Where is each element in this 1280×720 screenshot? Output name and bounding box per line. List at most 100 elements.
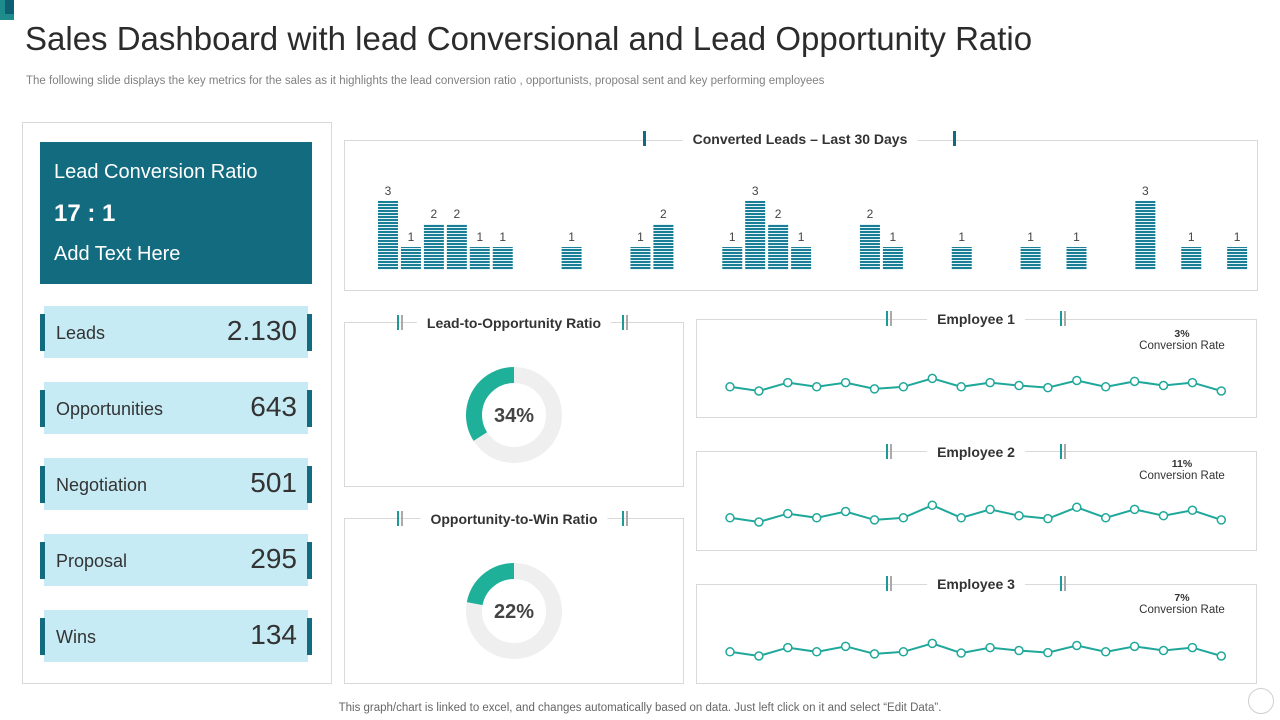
converted-leads-title: Converted Leads – Last 30 Days <box>682 131 918 147</box>
point-11 <box>1014 645 1024 656</box>
employee-2-panel <box>696 451 1257 551</box>
point-17 <box>1187 505 1198 515</box>
bar-label-5: 1 <box>476 230 483 244</box>
point-12 <box>1043 382 1053 393</box>
converted-leads-chart: 3 1 2 2 1 1 1 1 2 1 3 2 1 2 1 1 1 1 3 1 1 <box>378 184 1248 270</box>
metric-value: 501 <box>250 467 297 498</box>
bar-label-2: 1 <box>408 230 415 244</box>
point-3 <box>783 508 793 519</box>
slide-nav-button[interactable] <box>1248 688 1274 714</box>
employee-3-rate-label: Conversion Rate <box>1139 604 1225 616</box>
point-8 <box>927 373 938 384</box>
bar-9 <box>561 247 582 270</box>
point-14 <box>1100 513 1111 523</box>
lead-conversion-value: 17 : 1 <box>54 200 116 227</box>
metric-value: 2.130 <box>226 315 297 346</box>
bar-label-16: 1 <box>729 230 736 244</box>
point-9 <box>956 513 966 523</box>
opportunity-win-donut: 22% <box>466 563 562 659</box>
point-14 <box>1100 647 1111 657</box>
footnote: This graph/chart is linked to excel, and… <box>338 702 942 714</box>
donut-slice <box>466 367 562 463</box>
point-13 <box>1072 640 1082 651</box>
point-7 <box>898 382 909 392</box>
metric-label: Opportunities <box>56 399 164 419</box>
point-5 <box>840 506 851 517</box>
bar-label-22: 2 <box>867 207 874 221</box>
point-16 <box>1158 380 1169 391</box>
metric-label: Proposal <box>56 551 128 571</box>
point-9 <box>956 382 966 392</box>
point-18 <box>1216 386 1227 396</box>
title-marker <box>886 444 892 459</box>
opportunity-win-title: Opportunity-to-Win Ratio <box>420 511 608 527</box>
bar-label-18: 2 <box>775 207 782 221</box>
metric-label: Wins <box>56 627 96 647</box>
bar-label-6: 1 <box>499 230 506 244</box>
employee-1-rate-label: Conversion Rate <box>1139 340 1225 352</box>
metric-proposal: Proposal 295 <box>40 534 312 586</box>
point-5 <box>840 641 851 652</box>
series-line <box>729 377 1222 393</box>
employee-2-rate-value: 11% <box>1171 458 1193 470</box>
point-8 <box>927 638 938 649</box>
point-2 <box>754 386 764 396</box>
bar-31 <box>1066 247 1087 270</box>
donut-value-label: 22% <box>494 601 534 623</box>
lead-conversion-label: Lead Conversion Ratio <box>54 161 258 183</box>
bar-label-4: 2 <box>454 207 461 221</box>
metric-wins: Wins 134 <box>40 610 312 662</box>
employee-1-rate: 3% Conversion Rate <box>1139 328 1225 352</box>
bar-12 <box>630 247 651 270</box>
point-1 <box>725 513 735 523</box>
corner-accent-inner <box>5 0 14 14</box>
employee-3-panel <box>696 584 1257 684</box>
bar-label-36: 1 <box>1188 230 1195 244</box>
bar-label-3: 2 <box>431 207 438 221</box>
bar-22 <box>859 224 880 270</box>
lead-conversion-text: Add Text Here <box>54 243 181 265</box>
point-6 <box>869 515 880 525</box>
point-18 <box>1216 651 1227 661</box>
point-3 <box>783 642 793 653</box>
point-5 <box>840 377 851 388</box>
title-marker <box>622 315 628 330</box>
opportunity-win-panel: 22% <box>344 518 684 684</box>
bar-19 <box>791 247 812 270</box>
lead-opportunity-panel: 34% <box>344 322 684 487</box>
employee-3-line-chart <box>725 638 1227 661</box>
bar-17 <box>745 201 766 270</box>
point-17 <box>1187 377 1198 388</box>
bar-label-1: 3 <box>385 184 392 198</box>
title-marker <box>953 131 956 146</box>
bar-label-23: 1 <box>890 230 897 244</box>
metric-negotiation: Negotiation 501 <box>40 458 312 510</box>
bar-label-17: 3 <box>752 184 759 198</box>
page-subtitle: The following slide displays the key met… <box>26 75 825 87</box>
bar-13 <box>653 224 674 270</box>
bar-label-19: 1 <box>798 230 805 244</box>
bar-label-38: 1 <box>1234 230 1241 244</box>
point-3 <box>783 377 793 388</box>
metric-label: Leads <box>56 323 106 343</box>
bar-29 <box>1020 247 1041 270</box>
point-15 <box>1129 641 1140 652</box>
point-10 <box>985 504 995 515</box>
series-line <box>729 504 1222 524</box>
employee-1-rate-value: 3% <box>1174 328 1190 340</box>
employee-2-rate-label: Conversion Rate <box>1139 470 1225 482</box>
bar-26 <box>951 247 972 270</box>
bar-label-9: 1 <box>568 230 575 244</box>
bar-label-13: 2 <box>660 207 667 221</box>
employee-2-line-chart <box>725 500 1227 527</box>
bar-label-26: 1 <box>958 230 965 244</box>
title-marker <box>643 131 646 146</box>
employee-3-rate-value: 7% <box>1174 592 1190 604</box>
metric-value: 643 <box>250 391 297 422</box>
point-11 <box>1014 380 1024 391</box>
point-14 <box>1100 382 1111 392</box>
bar-5 <box>469 247 490 270</box>
bar-label-29: 1 <box>1027 230 1034 244</box>
converted-leads-panel: 3 1 2 2 1 1 1 1 2 1 3 2 1 2 1 1 1 1 3 1 1 <box>344 140 1258 291</box>
bar-34 <box>1135 201 1156 270</box>
